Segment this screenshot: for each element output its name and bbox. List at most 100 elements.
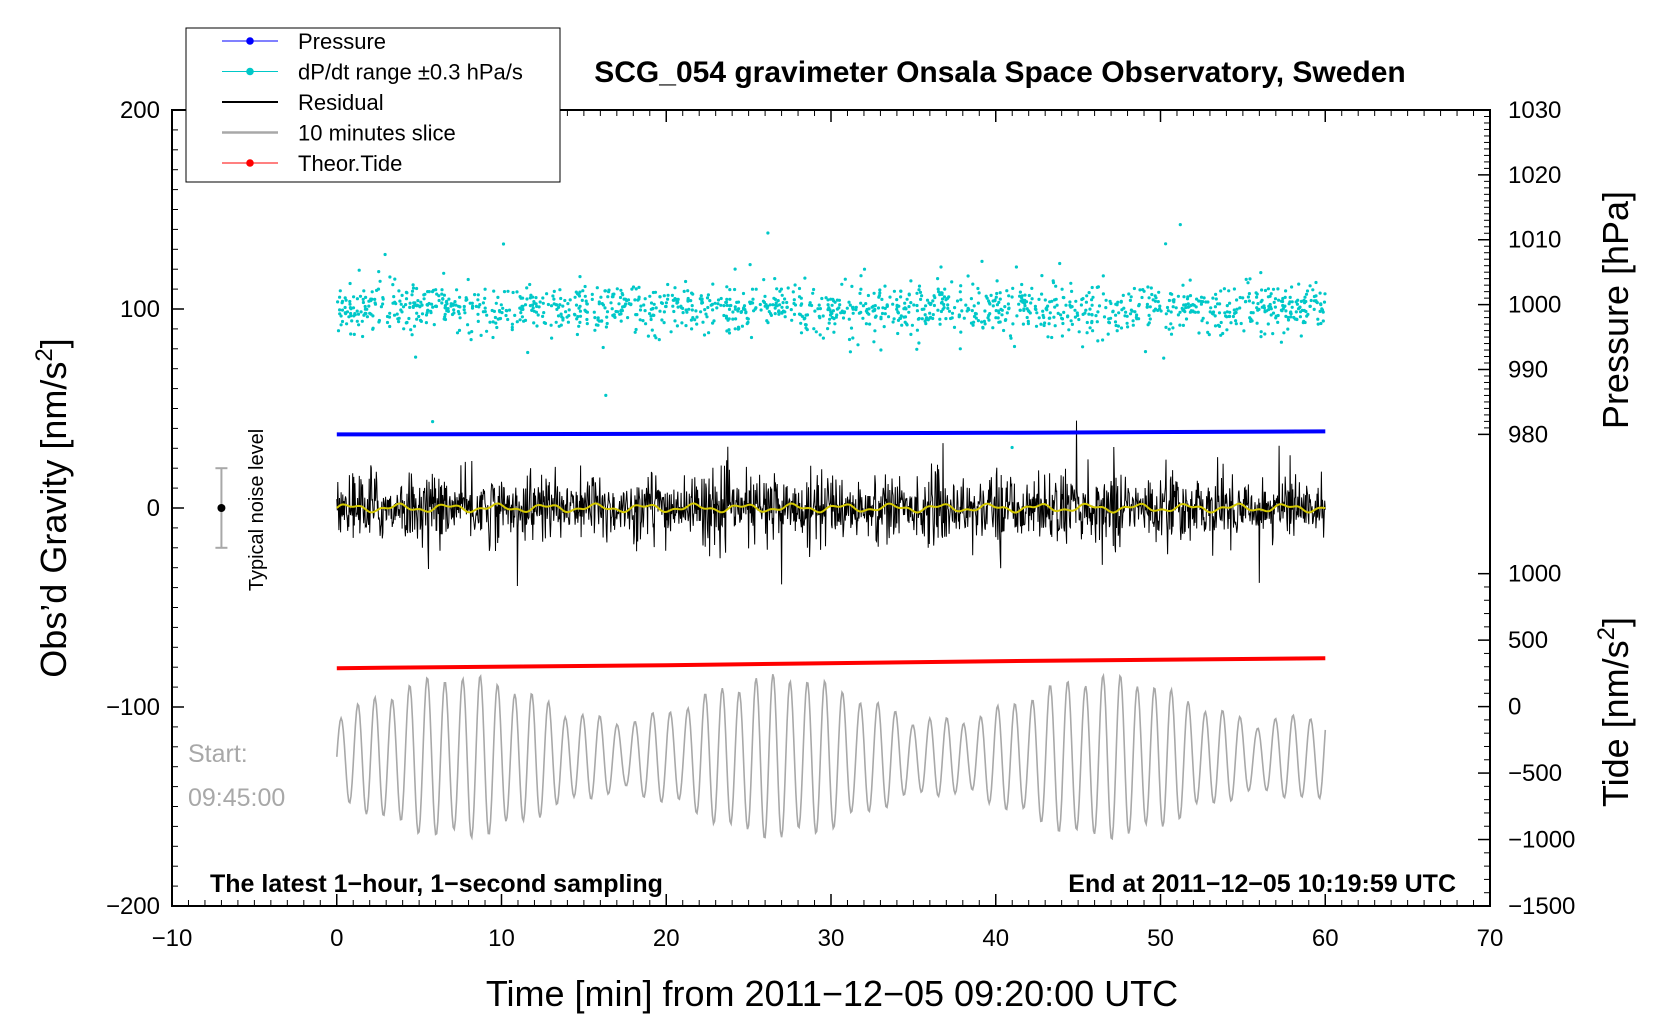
dpdt-point (510, 328, 514, 332)
dpdt-point (398, 299, 402, 303)
dpdt-point (793, 283, 797, 287)
dpdt-point (627, 302, 631, 306)
dpdt-point (851, 311, 855, 315)
dpdt-point (1260, 305, 1264, 309)
dpdt-point (872, 291, 876, 295)
dpdt-point (1096, 310, 1100, 314)
dpdt-point (416, 299, 420, 303)
dpdt-point (1231, 314, 1235, 319)
dpdt-point (585, 302, 589, 306)
dpdt-point (662, 294, 666, 298)
dpdt-point (749, 335, 754, 340)
dpdt-point (581, 289, 585, 293)
dpdt-point (910, 323, 915, 327)
pressure-tick-label: 980 (1508, 421, 1548, 448)
dpdt-point (1235, 307, 1239, 311)
dpdt-point (1067, 328, 1071, 332)
dpdt-point (689, 299, 693, 303)
dpdt-point (445, 299, 449, 303)
dpdt-point (523, 303, 528, 307)
dpdt-point (427, 290, 431, 294)
dpdt-point (778, 303, 782, 307)
dpdt-point (494, 321, 498, 325)
dpdt-point (1007, 294, 1011, 298)
dpdt-point (1213, 305, 1217, 309)
dpdt-point (417, 314, 421, 319)
dpdt-point (622, 297, 626, 301)
dpdt-point (827, 321, 831, 325)
dpdt-point (687, 307, 691, 311)
dpdt-point (410, 289, 415, 293)
dpdt-point (455, 288, 459, 292)
dpdt-point (400, 310, 404, 314)
dpdt-point (1128, 298, 1132, 302)
dpdt-point (568, 298, 572, 302)
dpdt-point (1247, 292, 1251, 296)
sampling-note: The latest 1−hour, 1−second sampling (210, 870, 663, 898)
dpdt-point (495, 325, 499, 330)
dpdt-point (339, 323, 343, 327)
dpdt-point (515, 320, 519, 324)
dpdt-point (1186, 302, 1190, 306)
dpdt-point (883, 306, 887, 310)
dpdt-point (915, 291, 919, 295)
dpdt-point (1012, 344, 1017, 349)
dpdt-point (1314, 294, 1318, 298)
dpdt-point (623, 304, 627, 308)
dpdt-point (673, 319, 677, 323)
pressure-tick-label: 1000 (1508, 292, 1561, 319)
dpdt-point (1059, 313, 1063, 317)
dpdt-point (339, 314, 343, 318)
dpdt-point (1260, 298, 1264, 302)
dpdt-point (358, 294, 363, 298)
dpdt-point (338, 295, 342, 299)
ten-minutes-slice-series (336, 672, 1327, 841)
dpdt-point (1233, 311, 1237, 315)
dpdt-point (1101, 338, 1105, 342)
dpdt-point (713, 301, 717, 305)
dpdt-point (895, 298, 899, 302)
dpdt-point (611, 295, 615, 299)
dpdt-point (865, 311, 870, 315)
dpdt-point (1227, 289, 1231, 293)
dpdt-point (555, 307, 559, 311)
dpdt-point (703, 308, 707, 312)
dpdt-point (842, 310, 847, 314)
dpdt-point (1271, 332, 1275, 336)
dpdt-point (1213, 314, 1217, 318)
dpdt-point (1255, 306, 1259, 310)
dpdt-point (437, 298, 441, 303)
dpdt-point (949, 316, 953, 321)
x-tick-label: 50 (1147, 925, 1174, 952)
dpdt-point (470, 306, 475, 310)
dpdt-point (676, 305, 680, 309)
smoothed-residual-line (336, 502, 1326, 514)
dpdt-point (583, 284, 587, 289)
dpdt-point (1178, 310, 1182, 314)
dpdt-point (903, 301, 907, 305)
dpdt-point (1094, 314, 1098, 318)
dpdt-point (355, 319, 359, 323)
dpdt-point (442, 271, 446, 275)
dpdt-point (690, 304, 694, 308)
dpdt-point (1255, 295, 1259, 299)
dpdt-point (689, 318, 694, 322)
dpdt-point (610, 307, 614, 311)
dpdt-point (915, 309, 920, 313)
dpdt-point (447, 297, 451, 301)
dpdt-point (453, 300, 457, 304)
dpdt-point (711, 308, 715, 312)
dpdt-point (585, 317, 589, 322)
dpdt-point (566, 320, 571, 324)
dpdt-point (960, 309, 964, 313)
dpdt-point (1256, 302, 1260, 306)
dpdt-point (666, 293, 670, 297)
dpdt-point (614, 309, 618, 314)
legend-box (185, 27, 561, 183)
dpdt-point (1090, 313, 1094, 317)
dpdt-point (1178, 223, 1182, 227)
dpdt-point (638, 308, 643, 312)
dpdt-point (518, 306, 522, 310)
dpdt-point (646, 334, 651, 338)
dpdt-point (783, 315, 787, 319)
